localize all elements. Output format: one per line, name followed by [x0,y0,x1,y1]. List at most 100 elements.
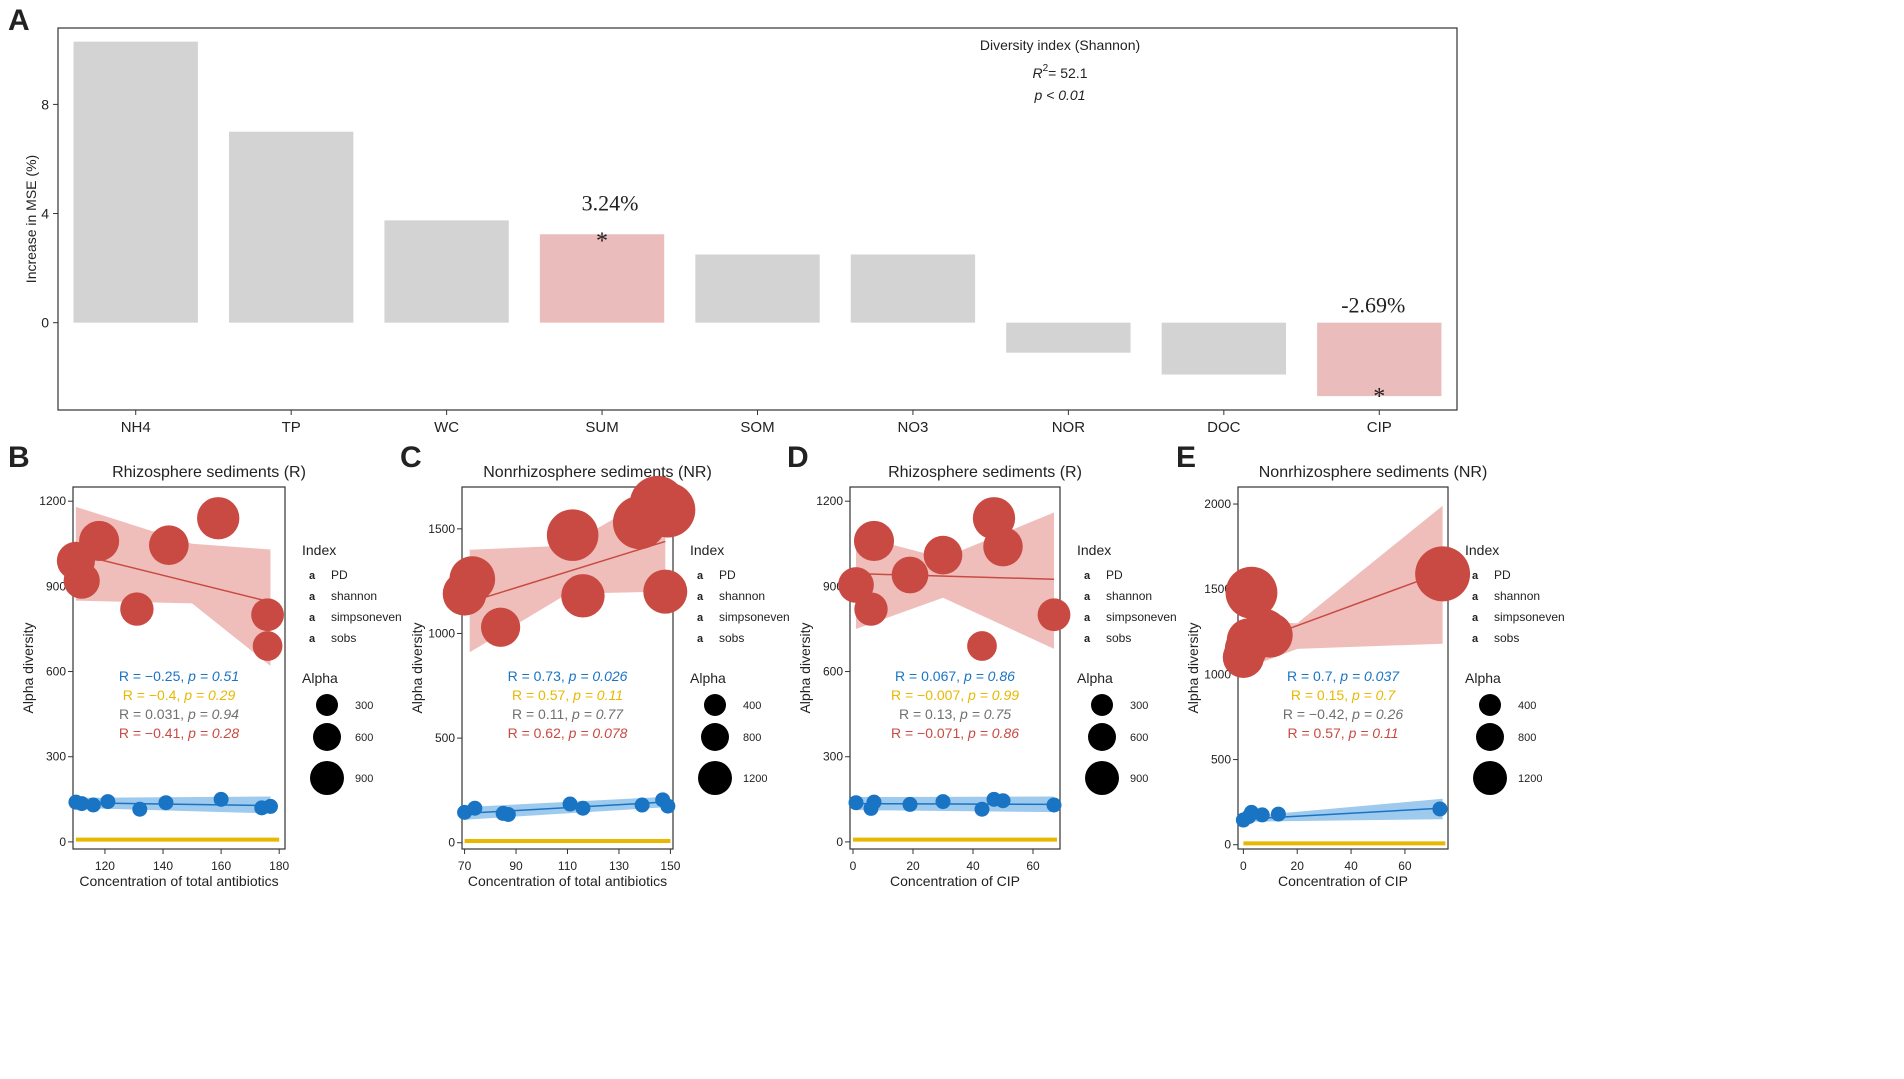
y-tick-label: 8 [41,96,49,112]
panel-title: Rhizosphere sediments (R) [112,464,306,481]
pd-point [100,794,116,810]
bar-value-label: 3.24% [582,190,639,215]
panel-letter-c: C [400,441,422,474]
bar-nh4 [73,41,198,323]
correlation-stat-shannon: R = 0.15, p = 0.7 [1291,687,1397,703]
legend-label-pd: PD [719,568,736,582]
x-tick-label: 60 [1026,859,1040,873]
y-tick-label: 600 [46,665,66,679]
legend-alpha-size-900 [1085,761,1119,795]
pd-point [132,801,148,817]
legend-key-sobs: a [309,633,316,645]
panel-letter-b: B [8,441,30,474]
bar-no3 [850,254,976,323]
bar-cip [1317,322,1442,397]
pd-point [935,794,951,810]
y-tick-label: 0 [448,836,455,850]
x-tick-label: SUM [585,419,618,436]
legend-index-title: Index [1465,542,1499,558]
x-tick-label: 40 [966,859,980,873]
legend-alpha-label-400: 400 [743,700,761,712]
regression-line-sobs [75,552,271,603]
legend-alpha-label-900: 900 [1130,773,1148,785]
legend-label-shannon: shannon [719,589,765,603]
legend-label-simpsoneven: simpsoneven [1494,610,1565,624]
x-tick-label: 160 [211,859,231,873]
bar-doc [1161,322,1287,375]
x-tick-label: TP [282,419,301,436]
legend-index-title: Index [302,542,336,558]
legend-key-pd: a [1084,570,1091,582]
y-axis-label: Increase in MSE (%) [23,155,39,283]
legend-key-simpsoneven: a [697,612,704,624]
y-tick-label: 0 [41,315,49,331]
regression-line-sobs [1243,571,1443,647]
y-tick-label: 900 [46,579,66,593]
regression-line-pd [855,802,1055,806]
legend-alpha-size-800 [1476,723,1504,751]
regression-line-pd [464,801,668,815]
legend-alpha-title: Alpha [1465,670,1501,686]
x-tick-label: WC [434,419,459,436]
x-tick-label: NH4 [121,419,151,436]
plot-frame [72,486,286,850]
bar-value-label: -2.69% [1341,293,1405,318]
correlation-stat-shannon: R = −0.007, p = 0.99 [891,687,1019,703]
legend-alpha-label-900: 900 [355,773,373,785]
annotation-title: Diversity index (Shannon) [980,37,1140,53]
bar-som [695,254,820,323]
legend-key-sobs: a [1472,633,1479,645]
x-tick-label: 90 [509,859,523,873]
y-axis-label: Alpha diversity [797,622,813,713]
x-tick-label: 150 [660,859,680,873]
sobs-point [449,556,496,602]
x-tick-label: 180 [269,859,289,873]
correlation-stat-simpsoneven: R = −0.42, p = 0.26 [1283,706,1403,722]
bar-sum [539,234,665,323]
x-tick-label: 0 [1240,859,1247,873]
legend-alpha-size-400 [1479,694,1501,716]
legend-alpha-size-900 [310,761,344,795]
legend-key-pd: a [1472,570,1479,582]
legend-alpha-size-300 [1091,694,1113,716]
legend-alpha-label-600: 600 [1130,732,1148,744]
legend-alpha-label-800: 800 [1518,732,1536,744]
plot-frame [849,486,1061,850]
legend-label-shannon: shannon [331,589,377,603]
correlation-stat-shannon: R = 0.57, p = 0.11 [512,687,623,703]
panel-letter-a: A [8,4,30,37]
sobs-point [1037,598,1071,632]
legend-key-sobs: a [1084,633,1091,645]
legend-label-simpsoneven: simpsoneven [331,610,402,624]
x-axis-label: Concentration of CIP [1278,873,1408,889]
legend-index-title: Index [1077,542,1111,558]
x-tick-label: 140 [153,859,173,873]
legend-label-sobs: sobs [719,631,744,645]
y-tick-label: 2000 [1204,497,1231,511]
sobs-point [640,482,696,538]
y-tick-label: 1500 [428,522,455,536]
legend-alpha-size-600 [313,723,341,751]
pd-point [1046,797,1062,813]
legend-label-pd: PD [1106,568,1123,582]
confidence-band-sobs [1243,505,1443,670]
y-tick-label: 0 [836,835,843,849]
y-tick-label: 1000 [1204,667,1231,681]
legend-label-sobs: sobs [331,631,356,645]
sobs-point [252,631,283,661]
panel-title: Nonrhizosphere sediments (NR) [1259,464,1488,481]
x-tick-label: 0 [850,859,857,873]
legend-alpha-title: Alpha [302,670,338,686]
legend-label-simpsoneven: simpsoneven [1106,610,1177,624]
panel-title: Nonrhizosphere sediments (NR) [483,464,712,481]
pd-point [634,797,650,813]
legend-alpha-size-600 [1088,723,1116,751]
p-value-annotation: p < 0.01 [1034,87,1086,103]
x-tick-label: 40 [1344,859,1358,873]
legend-key-pd: a [309,570,316,582]
x-tick-label: 120 [95,859,115,873]
pd-point [1254,807,1270,823]
legend-alpha-label-300: 300 [355,700,373,712]
legend-alpha-size-300 [316,694,338,716]
correlation-stat-simpsoneven: R = 0.031, p = 0.94 [119,706,239,722]
